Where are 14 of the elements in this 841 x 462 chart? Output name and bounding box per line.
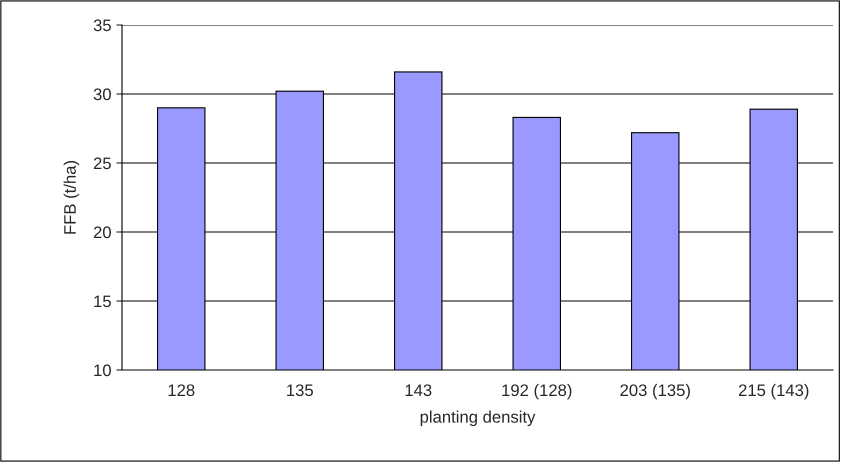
x-tick-label: 215 (143) (738, 384, 808, 400)
x-tick-label: 192 (128) (502, 384, 572, 400)
x-axis-title: planting density (420, 410, 536, 426)
y-tick-label: 30 (94, 88, 111, 100)
y-tick-label: 20 (94, 226, 111, 238)
y-tick-label: 25 (94, 157, 111, 170)
x-tick-label: 135 (287, 384, 313, 396)
y-axis-title: FFB (t/ha) (64, 161, 80, 234)
y-tick-label: 15 (94, 296, 111, 308)
x-tick-label: 203 (135) (620, 384, 690, 400)
y-tick-label: 10 (94, 364, 111, 376)
y-tick-label: 35 (94, 19, 111, 32)
x-tick-label: 128 (168, 384, 194, 396)
x-tick-label: 143 (406, 384, 432, 396)
